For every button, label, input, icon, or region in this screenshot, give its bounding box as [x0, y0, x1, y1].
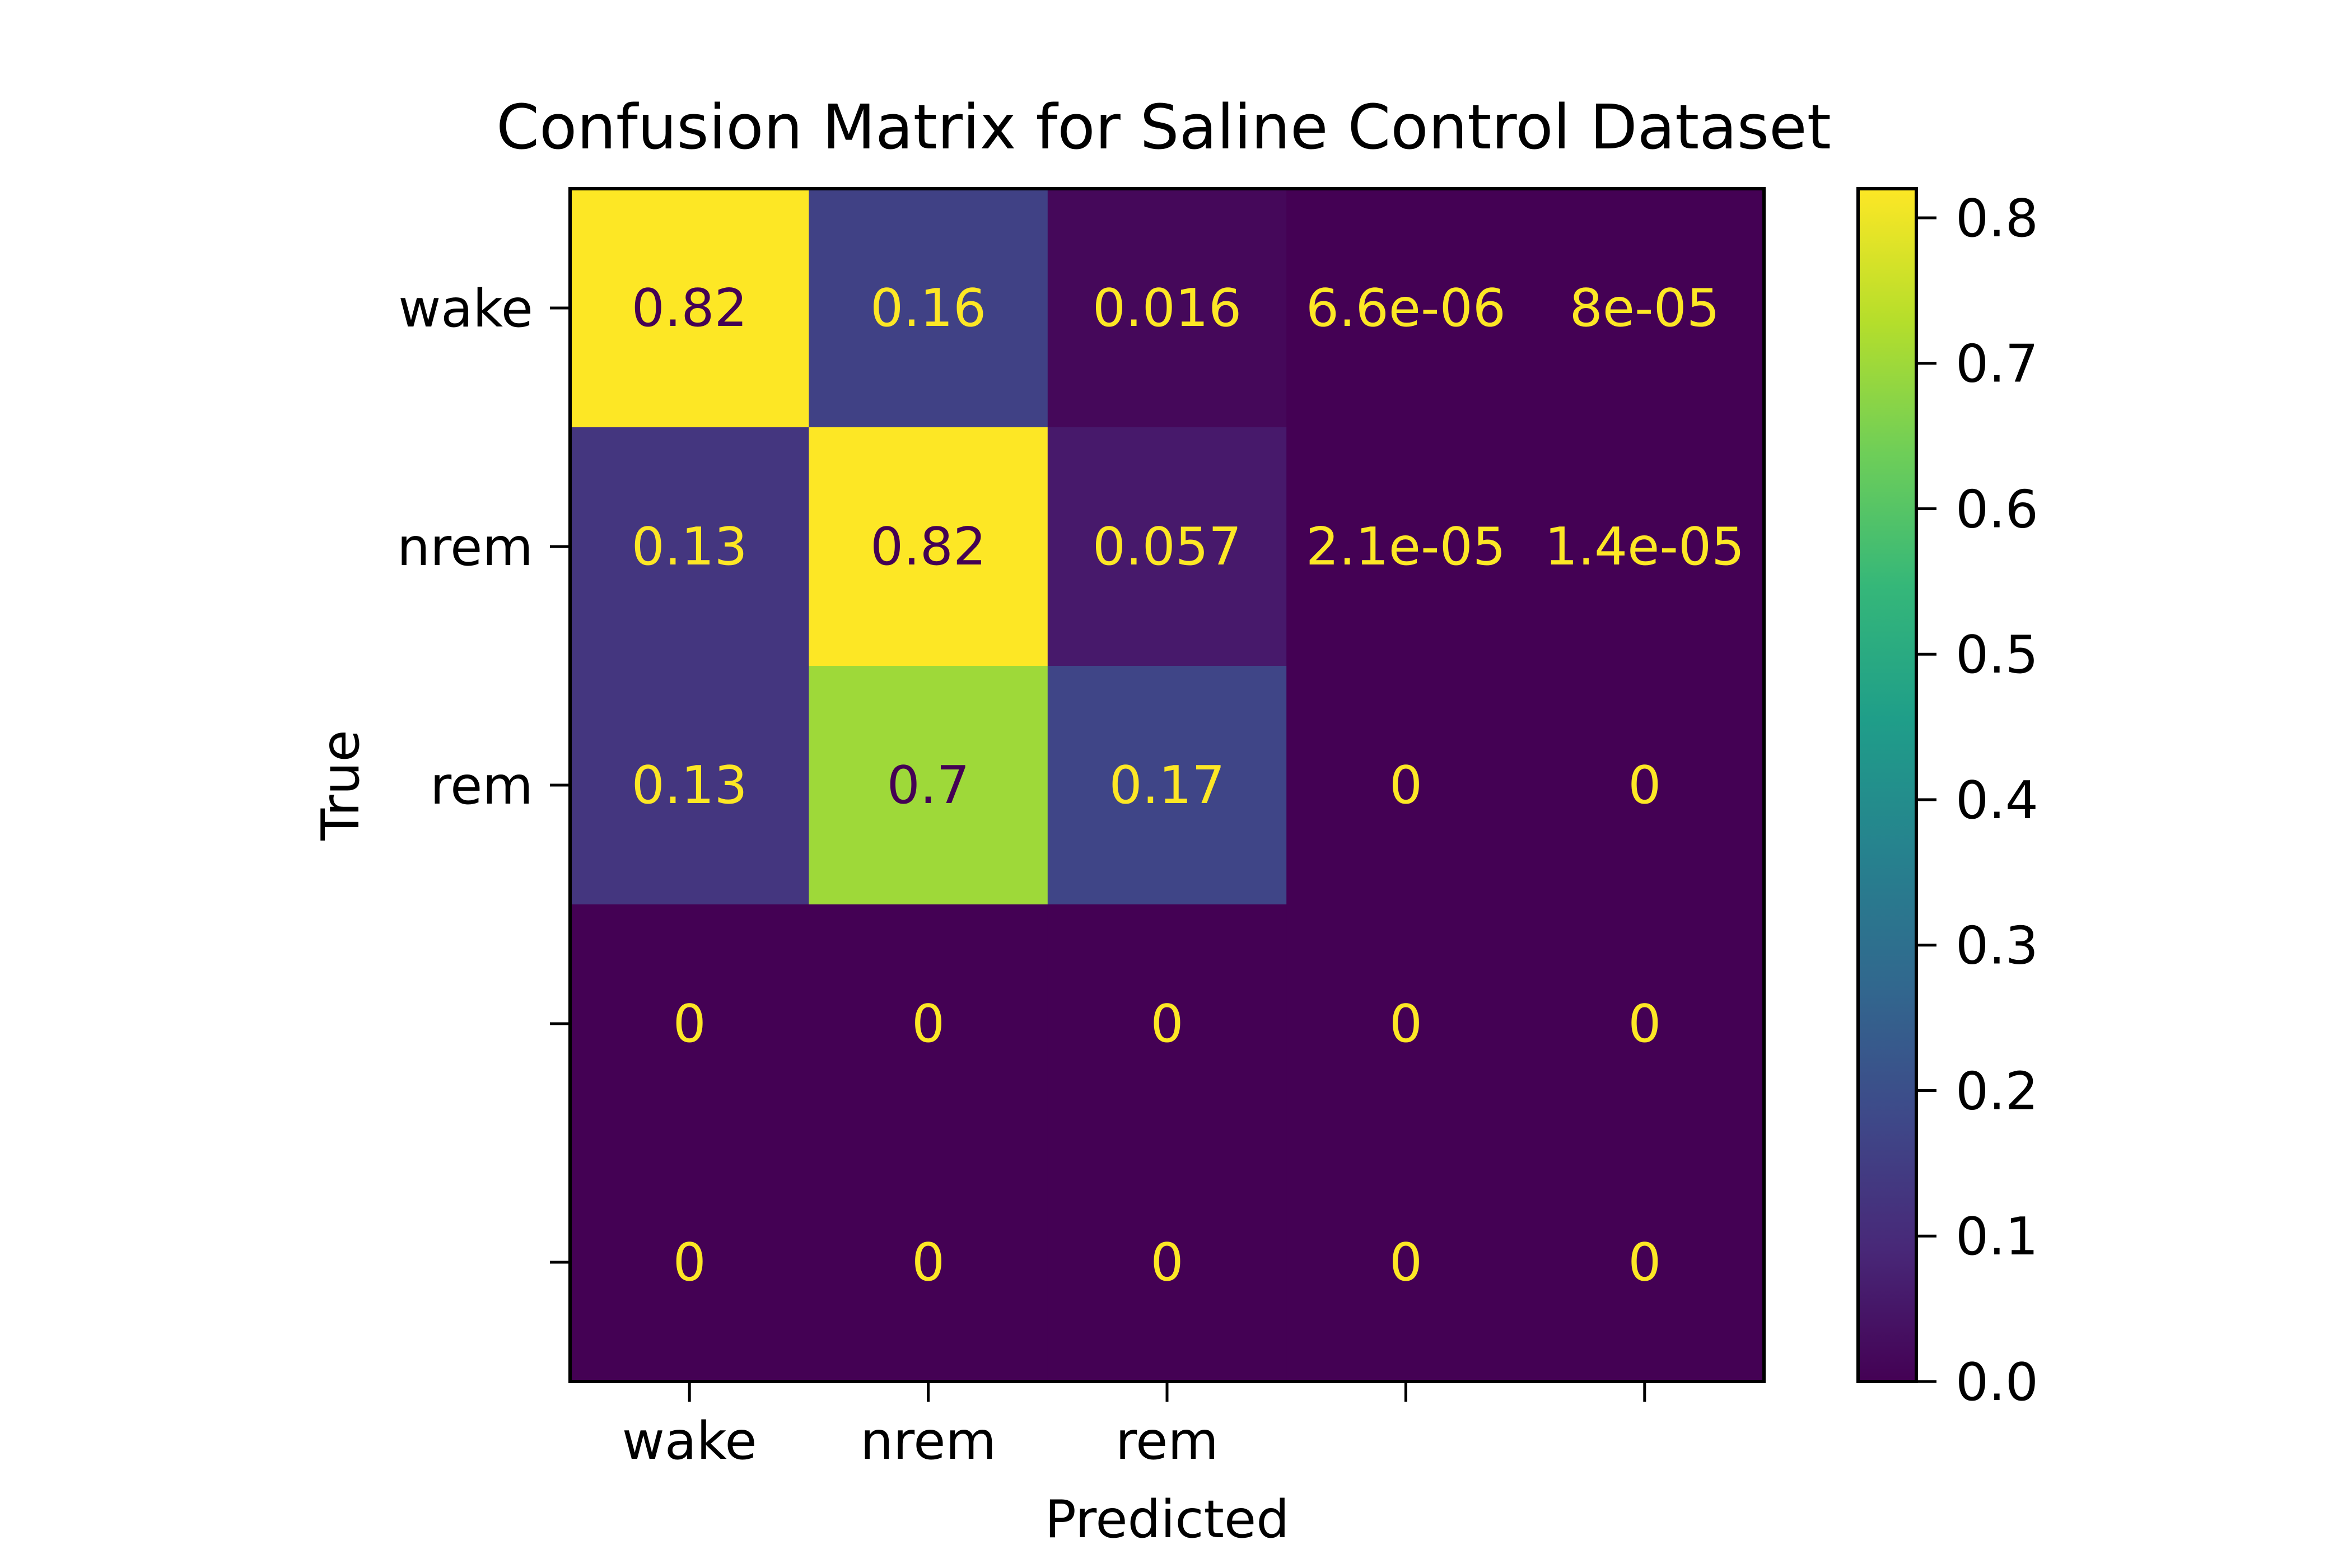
colorbar-tick-label: 0.1 [1956, 1206, 2038, 1267]
colorbar-tick-label: 0.5 [1956, 624, 2038, 685]
heatmap-cell [570, 904, 809, 1144]
colorbar-tick-label: 0.3 [1956, 916, 2038, 976]
heatmap-cell-label: 0 [1150, 1232, 1183, 1292]
y-axis-label: True [310, 730, 371, 841]
heatmap-cell-labels: 0.82 0.16 0.016 6.6e-06 8e-05 0.13 0.82 0.057 2.… [632, 278, 1745, 1292]
heatmap-cell-label: 0 [1150, 993, 1183, 1054]
colorbar-tick-label: 0.7 [1956, 334, 2038, 394]
heatmap-cell-label: 0 [1628, 993, 1661, 1054]
heatmap-cell-label: 0.016 [1093, 278, 1242, 338]
heatmap-cell [1047, 904, 1287, 1144]
heatmap-cell-label: 0 [673, 993, 706, 1054]
colorbar: 0.0 0.1 0.2 0.3 0.4 0.5 0.6 0.7 0.8 [1856, 187, 2038, 1412]
heatmap-cell-label: 0.16 [870, 278, 986, 338]
heatmap-cell [1286, 427, 1526, 666]
heatmap-cell-label: 0 [1628, 1232, 1661, 1292]
heatmap-cell [1286, 1143, 1526, 1382]
heatmap-cell-label: 0.7 [887, 755, 970, 815]
heatmap-cell [570, 666, 809, 905]
colorbar-ticks: 0.0 0.1 0.2 0.3 0.4 0.5 0.6 0.7 0.8 [1916, 188, 2038, 1412]
heatmap-cell-label: 0 [1389, 755, 1422, 815]
x-axis-ticks: wake nrem rem [622, 1382, 1646, 1471]
y-tick-label: nrem [397, 517, 533, 577]
x-axis-label: Predicted [1045, 1489, 1290, 1550]
heatmap-cell [1047, 1143, 1287, 1382]
heatmap-cell [1047, 427, 1287, 666]
heatmap-cells [570, 189, 1765, 1382]
heatmap-cell-label: 1.4e-05 [1544, 516, 1744, 577]
heatmap-cell-label: 0.17 [1109, 755, 1225, 815]
heatmap-cell-label: 0 [1628, 755, 1661, 815]
heatmap-cell-label: 6.6e-06 [1306, 278, 1506, 338]
heatmap-cell [809, 666, 1048, 905]
colorbar-frame [1856, 187, 1918, 1383]
heatmap-cell [1286, 904, 1526, 1144]
colorbar-tick-label: 0.0 [1956, 1352, 2038, 1412]
heatmap-cell [1286, 189, 1526, 428]
heatmap-cell-label: 0.82 [870, 516, 986, 577]
y-axis-ticks: wake nrem rem [397, 278, 570, 1264]
colorbar-tick-label: 0.6 [1956, 479, 2038, 539]
heatmap-cell [809, 189, 1048, 428]
colorbar-gradient [1858, 189, 1916, 1382]
colorbar-tick-label: 0.4 [1956, 770, 2038, 830]
heatmap-cell [1525, 1143, 1765, 1382]
x-tick-label: rem [1116, 1411, 1219, 1471]
heatmap-cell [1047, 189, 1287, 428]
heatmap-cell [570, 427, 809, 666]
heatmap-cell-label: 0 [912, 1232, 945, 1292]
heatmap-cell-label: 0 [1389, 993, 1422, 1054]
y-tick-label: wake [398, 278, 533, 339]
colorbar-tick-label: 0.8 [1956, 188, 2038, 249]
heatmap-cell [809, 427, 1048, 666]
colorbar-tick-label: 0.2 [1956, 1061, 2038, 1121]
heatmap-cell [809, 904, 1048, 1144]
heatmap-cell-label: 8e-05 [1570, 278, 1720, 338]
heatmap-cell-label: 0.057 [1093, 516, 1242, 577]
heatmap-cell [809, 1143, 1048, 1382]
heatmap-cell [1525, 666, 1765, 905]
heatmap-cell-label: 0.13 [632, 516, 748, 577]
y-tick-label: rem [430, 755, 533, 816]
heatmap-cell-label: 0 [673, 1232, 706, 1292]
heatmap-cell [570, 1143, 809, 1382]
heatmap-cell-label: 0.13 [632, 755, 748, 815]
heatmap-cell-label: 0 [912, 993, 945, 1054]
heatmap-cell [1525, 427, 1765, 666]
heatmap-cell-label: 0.82 [632, 278, 748, 338]
heatmap-cell [1047, 666, 1287, 905]
heatmap-cell [570, 189, 809, 428]
x-tick-label: nrem [860, 1411, 996, 1471]
heatmap-cell [1525, 189, 1765, 428]
heatmap-cell-label: 2.1e-05 [1306, 516, 1506, 577]
chart-title: Confusion Matrix for Saline Control Data… [496, 91, 1831, 163]
heatmap-cell [1286, 666, 1526, 905]
heatmap-cell-label: 0 [1389, 1232, 1422, 1292]
heatmap-cell [1525, 904, 1765, 1144]
x-tick-label: wake [622, 1411, 757, 1471]
